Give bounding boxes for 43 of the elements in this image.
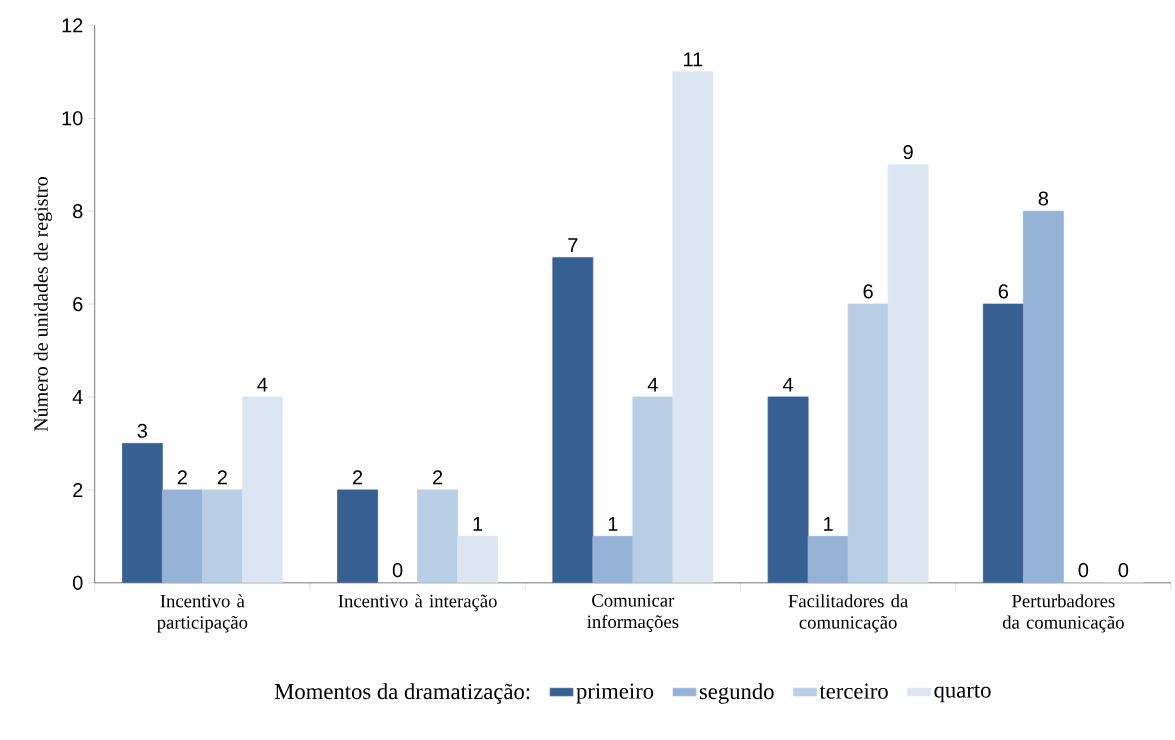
data-label: 2: [177, 470, 187, 485]
y-tick-label: 12: [62, 18, 83, 33]
y-tick-label: 8: [73, 203, 83, 219]
bar: [767, 396, 809, 583]
y-tick-label: 6: [73, 296, 83, 312]
y-tick-label: 4: [72, 390, 83, 404]
x-tick-label: Incentivo à interação: [338, 594, 497, 612]
legend-title: Momentos da dramatização:: [274, 683, 530, 704]
data-label: 0: [1118, 562, 1129, 578]
x-tick-label: Incentivo à participação: [157, 594, 248, 633]
data-label: 3: [137, 423, 147, 438]
data-label: 7: [568, 238, 578, 252]
bar: [982, 303, 1024, 583]
data-label: 9: [903, 144, 913, 160]
data-label: 0: [392, 562, 403, 578]
legend-label: quarto: [934, 684, 991, 703]
data-label: 2: [217, 470, 227, 485]
legend-label: segundo: [699, 683, 774, 704]
bar: [121, 442, 163, 583]
data-label: 1: [473, 516, 483, 531]
data-label: 4: [647, 377, 658, 392]
data-label: 11: [684, 52, 703, 67]
legend-label: terceiro: [819, 683, 888, 699]
legend-label: primeiro: [576, 683, 654, 704]
data-label: 2: [433, 470, 443, 485]
y-tick-label: 2: [73, 482, 83, 497]
data-label: 1: [824, 516, 833, 531]
data-label: 8: [1038, 191, 1049, 206]
y-axis-title: Número de unidades de registro: [33, 176, 52, 432]
data-label: 4: [257, 377, 268, 392]
bar: [552, 257, 594, 583]
x-tick-label: Facilitadores da comunicação: [788, 594, 909, 633]
data-label: 0: [1078, 562, 1089, 578]
data-label: 6: [998, 284, 1009, 299]
data-label: 6: [863, 284, 873, 299]
bar: [337, 489, 378, 583]
y-tick-label: 0: [72, 575, 83, 590]
data-label: 4: [782, 377, 794, 392]
data-label: 1: [608, 516, 618, 531]
y-tick-label: 10: [62, 111, 83, 126]
x-tick-label: Comunicar informações: [587, 594, 679, 632]
data-label: 2: [353, 470, 363, 485]
x-tick-label: Perturbadores da comunicação: [1002, 594, 1124, 633]
